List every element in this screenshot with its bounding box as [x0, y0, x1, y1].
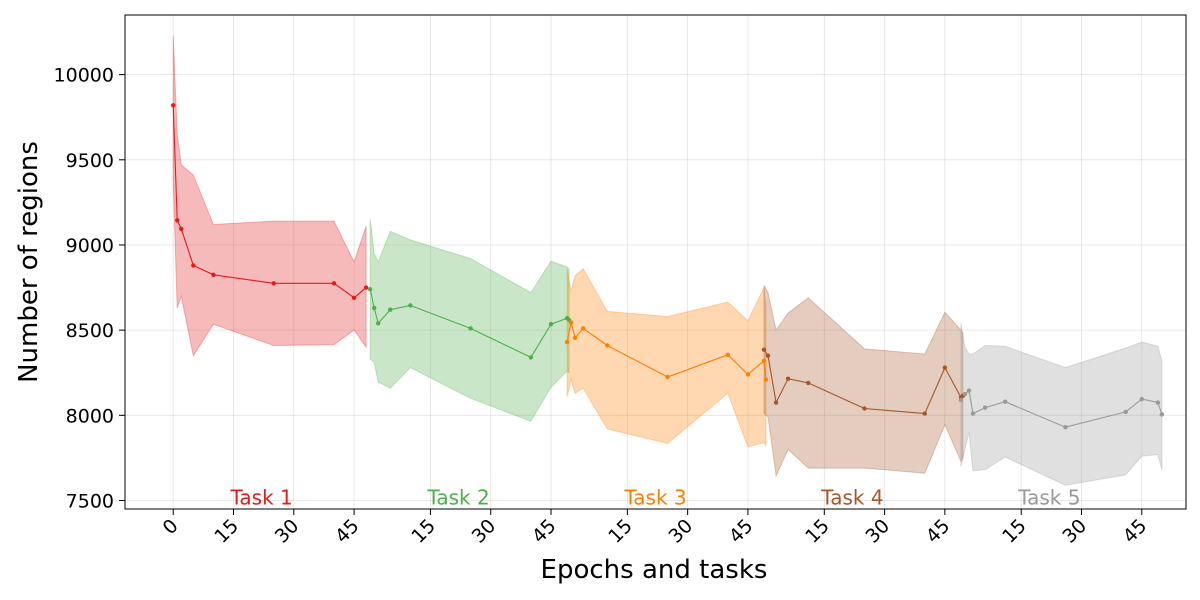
plot-frame	[124, 14, 1187, 510]
task-5-point	[1159, 412, 1165, 417]
task-4-point	[942, 365, 948, 370]
task-5-point	[982, 405, 988, 410]
task-3-point	[763, 377, 769, 382]
task-2-label: Task 2	[426, 485, 489, 509]
x-axis-label: Epochs and tasks	[541, 555, 768, 585]
y-tick-label: 10000	[54, 65, 114, 87]
y-axis: 7500 8000 8500 9000 9500 10000	[54, 65, 125, 512]
y-tick-label: 8000	[66, 405, 114, 427]
task-3-band	[566, 268, 767, 448]
task-5-point	[1139, 396, 1144, 402]
task-2-point	[468, 326, 473, 331]
task-1-point	[271, 281, 276, 286]
task-5-point	[958, 397, 964, 403]
task-2-point	[548, 321, 554, 327]
task-5-point	[1063, 425, 1068, 430]
task-2-point	[375, 321, 381, 326]
task-4-point	[765, 353, 771, 358]
task-3-point	[665, 374, 670, 380]
task-2-point	[367, 287, 373, 292]
task-1-point	[363, 285, 369, 290]
task-3-point	[572, 335, 578, 341]
task-4-point	[806, 380, 811, 386]
task-2-point	[388, 307, 393, 312]
task-5-band	[960, 323, 1163, 486]
task-2-point	[528, 355, 534, 360]
task-3-point	[761, 358, 767, 363]
task-5-point	[962, 391, 968, 397]
task-5-point	[970, 411, 976, 416]
task-2-point	[408, 303, 413, 308]
task-5-label: Task 5	[1017, 485, 1080, 509]
task-1-point	[179, 226, 184, 231]
y-tick-label: 8500	[66, 320, 114, 342]
task-3-point	[725, 352, 731, 358]
y-axis-label: Number of regions	[14, 141, 44, 383]
task-1-point	[211, 272, 216, 277]
task-4-label: Task 4	[820, 485, 883, 509]
y-tick-label: 9000	[66, 235, 114, 257]
task-4-line	[763, 349, 964, 415]
y-tick-label: 7500	[66, 490, 114, 512]
task-2-band	[369, 219, 570, 422]
task-5-point	[966, 388, 972, 393]
task-5-point	[1123, 409, 1128, 415]
task-2-point	[371, 305, 377, 311]
task-1-point	[331, 281, 337, 286]
task-1-point	[351, 295, 357, 300]
y-tick-label: 9500	[66, 150, 114, 172]
series-markers	[171, 103, 1165, 430]
task-5-point	[1155, 400, 1161, 405]
task-4-band	[763, 283, 964, 478]
grid	[125, 15, 1186, 509]
task-1-point	[191, 263, 196, 268]
task-4-point	[761, 347, 767, 352]
task-4-point	[922, 411, 927, 416]
task-3-point	[568, 320, 574, 325]
task-1-label: Task 1	[230, 485, 293, 509]
task-labels: Task 1 Task 2 Task 3 Task 4 Task 5	[230, 485, 1081, 509]
task-2-line	[369, 289, 570, 359]
task-4-point	[862, 406, 867, 411]
task-3-line	[566, 322, 767, 380]
task-5-point	[1002, 399, 1008, 404]
task-3-point	[745, 372, 751, 377]
task-3-point	[580, 326, 586, 331]
task-1-point	[175, 218, 180, 223]
task-4-point	[785, 376, 791, 381]
task-3-point	[605, 343, 610, 348]
task-3-point	[564, 339, 570, 345]
task-4-point	[773, 400, 779, 405]
task-3-label: Task 3	[623, 485, 686, 509]
task-1-point	[171, 103, 176, 108]
